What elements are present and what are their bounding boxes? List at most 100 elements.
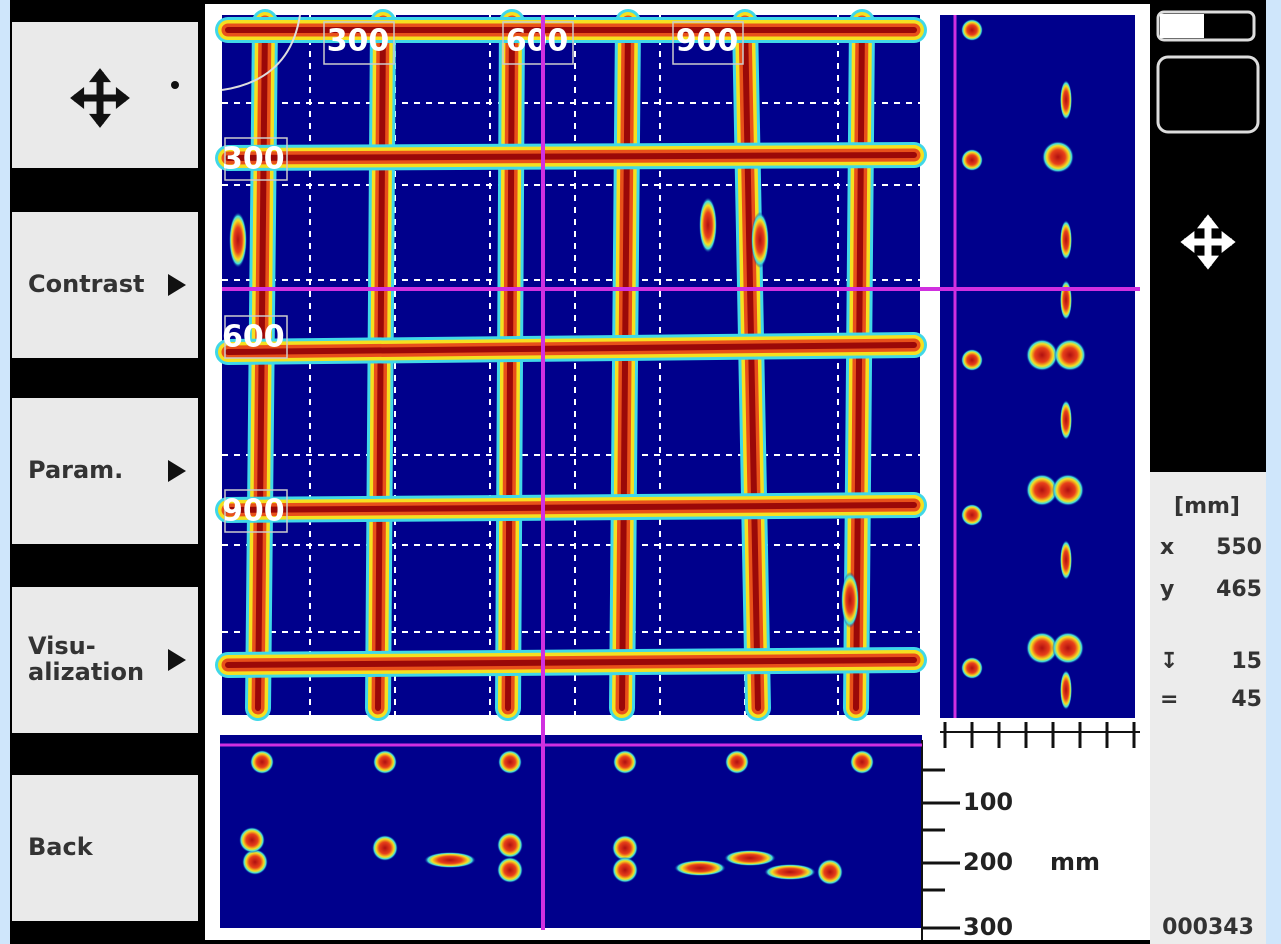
- rebar-section: [961, 149, 983, 171]
- label-box: [224, 137, 288, 181]
- rebar-section: [612, 857, 638, 883]
- info-value: 15: [1231, 649, 1262, 674]
- info-value: 45: [1231, 687, 1262, 712]
- reflection: [1060, 670, 1072, 710]
- reflection: [424, 852, 476, 868]
- y-scale-label: 900: [222, 494, 285, 529]
- menu-label: Back: [28, 833, 94, 861]
- rebar-section: [1052, 632, 1084, 664]
- memory-card: [1156, 55, 1260, 134]
- rebar: [619, 19, 631, 711]
- menu-button[interactable]: [12, 775, 198, 921]
- x-scale-label: 300: [327, 24, 390, 59]
- depth-label: 200: [963, 848, 1013, 876]
- battery: [1156, 10, 1256, 42]
- rebar: [225, 152, 917, 161]
- info-label: x: [1160, 535, 1174, 560]
- rebar: [225, 342, 917, 355]
- reflection: [764, 864, 816, 880]
- rebar: [255, 19, 268, 711]
- reflection: [674, 860, 726, 876]
- reflection: [1060, 80, 1072, 120]
- rebar-section: [817, 859, 843, 885]
- rebar-section: [372, 835, 398, 861]
- rebar-section: [373, 750, 397, 774]
- arrow-head: [115, 87, 130, 109]
- reflection: [751, 212, 769, 268]
- counter: 000343: [1162, 915, 1254, 940]
- side-view: [940, 15, 1135, 718]
- menu: Contrast Param. Visu-alization Back: [12, 22, 198, 921]
- reflection: [724, 850, 776, 866]
- menu-label: Contrast: [28, 270, 144, 298]
- arrow-head: [89, 68, 111, 83]
- submenu-arrow: [168, 274, 186, 296]
- label-box: [672, 21, 744, 65]
- label-box: [224, 489, 288, 533]
- rebar-section: [497, 832, 523, 858]
- corner-arc: [221, 14, 301, 91]
- rebar-section: [498, 750, 522, 774]
- label-box: [502, 21, 574, 65]
- y-scale-label: 600: [222, 320, 285, 355]
- arrow-head: [1180, 231, 1195, 253]
- depth-label: 300: [963, 913, 1013, 941]
- depth-scale: 100 200 300 mm: [921, 722, 1140, 941]
- label-box: [323, 21, 395, 65]
- arrow-head: [70, 87, 85, 109]
- info-label: ↧: [1160, 649, 1178, 674]
- menu-button[interactable]: [12, 212, 198, 358]
- reflection: [1060, 540, 1072, 580]
- reflection: [1060, 220, 1072, 260]
- rebar-section: [961, 349, 983, 371]
- rebar-section: [850, 750, 874, 774]
- top-view-bg: [222, 15, 920, 715]
- arrow-head: [89, 113, 111, 128]
- info-label: =: [1160, 687, 1178, 712]
- rebar-section: [1054, 339, 1086, 371]
- arrow-head: [1197, 214, 1219, 229]
- rebar: [225, 657, 917, 668]
- rebar-section: [725, 750, 749, 774]
- top-view: 300 600 900 300 600 900: [215, 9, 927, 721]
- rebar-section: [1052, 474, 1084, 506]
- submenu-arrow: [168, 649, 186, 671]
- rebar-section: [250, 750, 274, 774]
- label-box: [224, 315, 288, 359]
- menu-button[interactable]: [12, 398, 198, 544]
- rebar-section: [1042, 141, 1074, 173]
- info-value: 550: [1216, 535, 1262, 560]
- rebar-section: [242, 849, 268, 875]
- rebar: [505, 19, 515, 711]
- y-scale-label: 300: [222, 142, 285, 177]
- menu-label: alization: [28, 658, 144, 686]
- reflection: [699, 197, 717, 253]
- rebar-section: [612, 835, 638, 861]
- menu-label: Param.: [28, 456, 123, 484]
- reflection: [229, 212, 247, 268]
- x-scale-label: 600: [506, 24, 569, 59]
- depth-unit: mm: [1050, 848, 1100, 876]
- submenu-arrow: [168, 460, 186, 482]
- info-panel: [mm]x 550 y 465 ↧ 15 = 45 000343: [1150, 10, 1266, 944]
- info-value: 465: [1216, 577, 1262, 602]
- menu-label: Visu-: [28, 632, 96, 660]
- rebar-section: [961, 19, 983, 41]
- menu-button[interactable]: [12, 587, 198, 733]
- rebar-section: [961, 504, 983, 526]
- rebar-section: [1026, 474, 1058, 506]
- rebar: [742, 19, 761, 711]
- rebar: [225, 502, 917, 513]
- bottom-view: [220, 735, 922, 928]
- rebar-section: [613, 750, 637, 774]
- reflection: [1060, 400, 1072, 440]
- rebar-section: [239, 827, 265, 853]
- rebar-section: [1026, 339, 1058, 371]
- rebar-section: [961, 657, 983, 679]
- x-scale-label: 900: [676, 24, 739, 59]
- arrow-head: [1197, 255, 1219, 270]
- bottom-view-bg: [220, 735, 922, 928]
- rebar-section: [497, 857, 523, 883]
